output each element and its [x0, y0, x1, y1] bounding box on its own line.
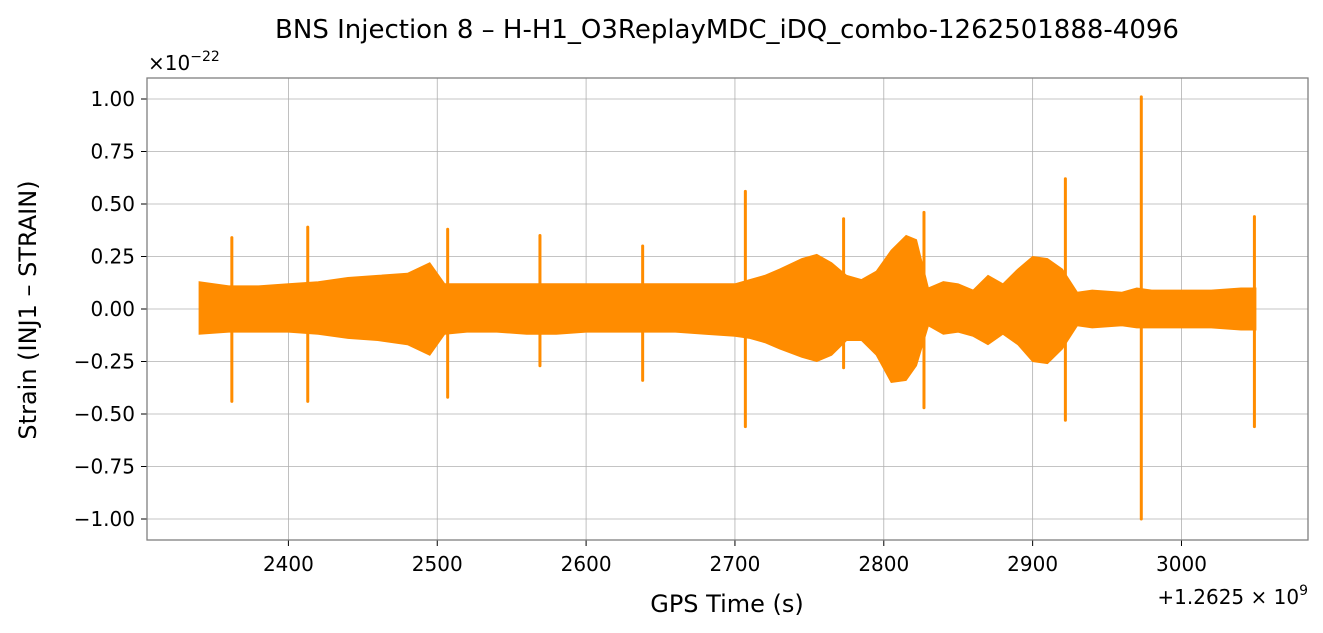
y-tick-label: 0.00: [90, 297, 135, 321]
strain-series-envelope: [198, 234, 1257, 384]
y-axis-ticks: 1.00 0.75 0.50 0.25 0.00 −0.25 −0.50 −0.75 −1.00: [74, 87, 147, 531]
y-tick-label: 0.50: [90, 192, 135, 216]
x-tick-label: 2800: [858, 552, 909, 576]
y-tick-label: 0.25: [90, 245, 135, 269]
y-tick-label: −0.50: [74, 402, 135, 426]
x-tick-label: 2400: [263, 552, 314, 576]
y-multiplier-base: ×10: [148, 51, 190, 75]
y-tick-label: −0.75: [74, 455, 135, 479]
y-tick-label: 1.00: [90, 87, 135, 111]
x-tick-label: 2900: [1007, 552, 1058, 576]
x-tick-label: 2700: [709, 552, 760, 576]
x-tick-label: 2600: [561, 552, 612, 576]
plot-area: [198, 95, 1257, 521]
y-multiplier-exponent: −22: [190, 49, 220, 65]
x-offset-base: +1.2625 × 10: [1157, 585, 1299, 609]
x-axis-ticks: 2400 2500 2600 2700 2800 2900 3000: [263, 540, 1207, 576]
y-tick-label: −0.25: [74, 350, 135, 374]
x-offset-exponent: 9: [1299, 583, 1308, 599]
y-multiplier-label: ×10−22: [148, 49, 220, 75]
x-tick-label: 3000: [1156, 552, 1207, 576]
chart-title: BNS Injection 8 – H-H1_O3ReplayMDC_iDQ_c…: [275, 15, 1179, 45]
x-tick-label: 2500: [412, 552, 463, 576]
y-tick-label: −1.00: [74, 507, 135, 531]
x-axis-label: GPS Time (s): [650, 590, 804, 618]
y-tick-label: 0.75: [90, 140, 135, 164]
plot-frame: [146, 77, 1309, 541]
strain-series-spikes: [230, 95, 1256, 521]
x-offset-label: +1.2625 × 109: [1157, 583, 1308, 609]
y-axis-label: Strain (INJ1 – STRAIN): [14, 180, 42, 439]
